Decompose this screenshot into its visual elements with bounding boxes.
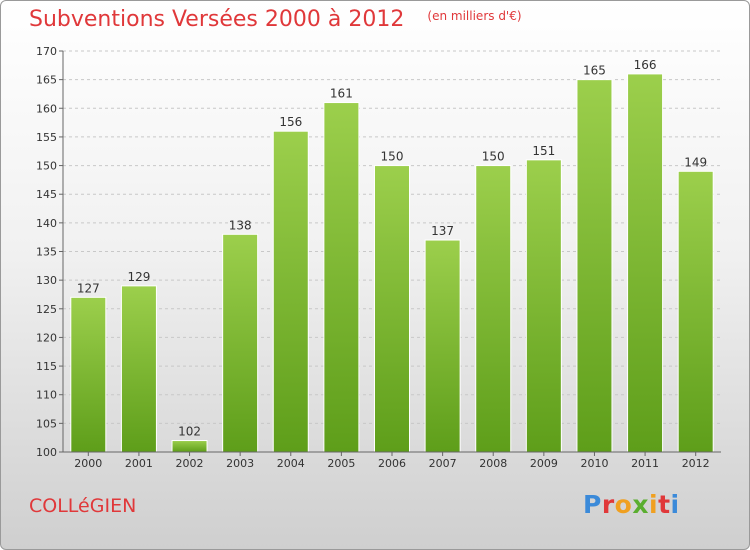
- bar-2012: [677, 170, 714, 453]
- bars: [70, 73, 714, 453]
- bar-2001: [120, 285, 157, 453]
- y-tick-label: 130: [36, 274, 57, 287]
- bar-2009: [525, 159, 562, 453]
- y-tick-label: 105: [36, 417, 57, 430]
- y-tick-label: 115: [36, 360, 57, 373]
- bar-value-label: 166: [634, 58, 657, 72]
- bar-value-label: 150: [482, 150, 505, 164]
- chart-unit: (en milliers d'€): [427, 9, 522, 23]
- y-tick-label: 155: [36, 131, 57, 144]
- y-tick-label: 100: [36, 446, 57, 459]
- y-tick-label: 140: [36, 217, 57, 230]
- y-tick-label: 110: [36, 389, 57, 402]
- bar-2007: [424, 239, 461, 453]
- bar-value-label: 129: [127, 270, 150, 284]
- y-tick-label: 170: [36, 45, 57, 58]
- labels: 100 105 110 115 120 125 130 135 140 145 150 155 160 1…: [36, 45, 710, 470]
- bar-2004: [272, 130, 309, 453]
- y-tick-label: 160: [36, 102, 57, 115]
- x-tick-label: 2004: [277, 457, 305, 470]
- x-tick-label: 2000: [74, 457, 102, 470]
- bar-2006: [374, 165, 410, 453]
- bar-2008: [475, 165, 512, 453]
- bar-value-label: 102: [178, 425, 201, 439]
- bar-value-label: 161: [330, 87, 353, 101]
- bar-value-label: 127: [77, 281, 100, 295]
- axes: [59, 50, 721, 456]
- y-tick-label: 135: [36, 246, 57, 259]
- logo-letter: t: [658, 490, 671, 519]
- y-tick-label: 125: [36, 303, 57, 316]
- x-tick-label: 2008: [479, 457, 507, 470]
- bar-value-label: 156: [279, 115, 302, 129]
- logo-letter: x: [632, 490, 649, 519]
- bar-value-label: 165: [583, 64, 606, 78]
- x-tick-label: 2003: [226, 457, 254, 470]
- bar-2010: [576, 79, 613, 453]
- x-tick-label: 2010: [580, 457, 608, 470]
- bar-2003: [222, 233, 259, 453]
- proxiti-logo: Proxiti: [583, 490, 680, 519]
- title-row: Subventions Versées 2000 à 2012 (en mill…: [29, 7, 522, 32]
- commune-name: COLLéGIEN: [29, 495, 137, 517]
- bar-value-label: 151: [532, 144, 555, 158]
- bar-2005: [323, 102, 360, 453]
- x-tick-label: 2002: [176, 457, 204, 470]
- bar-value-label: 137: [431, 224, 454, 238]
- x-tick-label: 2011: [631, 457, 659, 470]
- x-tick-label: 2005: [327, 457, 355, 470]
- x-tick-label: 2001: [125, 457, 153, 470]
- x-tick-label: 2009: [530, 457, 558, 470]
- logo-letter: r: [601, 490, 615, 519]
- y-tick-label: 120: [36, 331, 57, 344]
- bar-2011: [627, 73, 664, 453]
- bar-value-label: 138: [229, 218, 252, 232]
- logo-letter: i: [649, 490, 659, 519]
- x-tick-label: 2006: [378, 457, 406, 470]
- y-tick-label: 165: [36, 74, 57, 87]
- chart-title: Subventions Versées 2000 à 2012: [29, 7, 405, 32]
- logo-letter: i: [670, 490, 680, 519]
- bar-2002: [171, 440, 208, 453]
- logo-letter: o: [614, 490, 633, 519]
- y-tick-label: 145: [36, 188, 57, 201]
- logo-letter: P: [583, 490, 602, 519]
- x-tick-label: 2007: [429, 457, 457, 470]
- bar-value-label: 149: [684, 155, 707, 169]
- bar-2000: [70, 296, 107, 453]
- bar-value-label: 150: [381, 150, 404, 164]
- x-tick-label: 2012: [682, 457, 710, 470]
- y-tick-label: 150: [36, 160, 57, 173]
